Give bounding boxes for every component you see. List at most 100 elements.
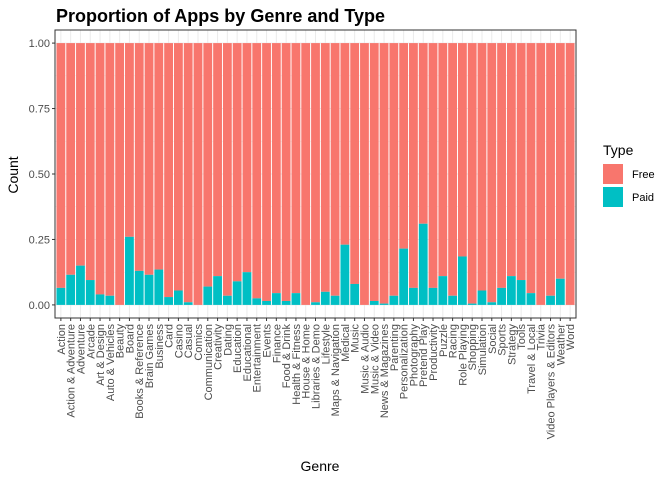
bar-free (291, 43, 301, 294)
y-axis-title: Count (5, 156, 21, 193)
bar-paid (399, 248, 409, 305)
bar-free (213, 43, 222, 277)
legend-title: Type (603, 142, 634, 158)
x-tick-label: Comics (193, 324, 205, 361)
x-tick-label: Social (487, 324, 499, 354)
x-tick-label: House & Home (301, 324, 313, 399)
x-tick-label: Shopping (467, 324, 479, 371)
x-tick-label: Parenting (389, 324, 401, 371)
x-tick-label: Racing (448, 324, 460, 358)
x-tick-label: Art & Design (95, 324, 107, 386)
x-tick-label: Board (124, 324, 136, 353)
bar-paid (222, 295, 232, 305)
x-tick-label: Casino (173, 324, 185, 358)
x-tick-label: Simulation (477, 324, 489, 375)
x-tick-label: Music & Audio (359, 324, 371, 394)
legend-label-paid: Paid (632, 192, 654, 204)
x-tick-label: Personalization (399, 324, 411, 399)
bar-free (164, 43, 174, 298)
chart-title: Proportion of Apps by Genre and Type (56, 6, 385, 26)
x-tick-label: Travel & Local (526, 324, 538, 394)
x-tick-label: Creativity (213, 324, 225, 370)
bar-free (565, 43, 575, 305)
x-tick-label: Casual (183, 324, 195, 358)
bar-free (350, 43, 360, 284)
bar-free (418, 43, 428, 224)
x-tick-label: Pretend Play (418, 324, 430, 387)
legend: Type Free Paid (603, 142, 655, 207)
bar-free (467, 43, 477, 304)
x-tick-label: Food & Drink (281, 324, 293, 389)
bar-paid (477, 290, 487, 305)
bar-free (125, 43, 134, 237)
bar-paid (467, 303, 477, 305)
x-tick-label: Strategy (506, 324, 518, 365)
bar-free (134, 43, 144, 271)
legend-key-paid (603, 187, 623, 207)
x-tick-label: Adventure (75, 324, 87, 374)
bar-paid (389, 295, 399, 305)
y-tick-label: 0.75 (29, 104, 50, 116)
bar-free (389, 43, 399, 296)
bar-free (222, 43, 232, 296)
bar-paid (232, 281, 242, 305)
x-tick-label: Music (350, 324, 362, 353)
bar-free (320, 43, 330, 292)
bar-free (477, 43, 487, 291)
bar-paid (85, 280, 95, 305)
x-tick-label: Events (262, 324, 274, 358)
bar-paid (506, 276, 516, 305)
bar-paid (213, 276, 222, 305)
x-tick-label: Word (565, 324, 577, 350)
x-tick-label: Video Players & Editors (546, 324, 558, 440)
bar-paid (95, 294, 105, 305)
x-tick-label: Maps & Navigation (330, 324, 342, 416)
bar-paid (271, 293, 281, 305)
legend-label-free: Free (632, 169, 655, 181)
bar-paid (242, 272, 252, 305)
bar-paid (164, 297, 174, 305)
x-tick-label: Auto & Vehicles (105, 324, 117, 402)
bar-paid (418, 223, 428, 305)
bar-free (144, 43, 154, 275)
bar-paid (76, 265, 85, 305)
bar-paid (281, 300, 291, 305)
bar-free (497, 43, 506, 288)
x-tick-label: Arcade (85, 324, 97, 359)
x-tick-label: Tools (516, 324, 528, 350)
bar-free (85, 43, 95, 281)
bar-paid (438, 276, 448, 305)
bar-paid (457, 256, 467, 305)
bar-paid (428, 287, 438, 305)
bar-free (66, 43, 76, 275)
x-axis-title: Genre (301, 458, 340, 474)
bar-free (281, 43, 291, 301)
bar-paid (369, 300, 379, 305)
x-tick-label: Brain Games (144, 324, 156, 389)
bar-free (262, 43, 271, 301)
bar-paid (173, 290, 183, 305)
x-tick-label: Health & Fitness (291, 324, 303, 405)
bar-paid (516, 280, 526, 305)
x-tick-label: Weather (555, 324, 567, 366)
bar-free (242, 43, 252, 273)
x-tick-label: Role Playing (457, 324, 469, 386)
x-tick-label: Libraries & Demo (311, 324, 323, 409)
x-tick-label: Trivia (536, 323, 548, 350)
bar-free (448, 43, 458, 296)
bar-free (399, 43, 409, 249)
bar-paid (203, 286, 213, 305)
y-tick-label: 0.00 (29, 300, 50, 312)
bar-free (311, 43, 320, 303)
y-tick-label: 1.00 (29, 38, 50, 50)
x-tick-label: Books & Reference (134, 324, 146, 419)
x-tick-label: Beauty (115, 324, 127, 359)
x-tick-label: Communication (203, 324, 215, 400)
x-tick-label: Educational (242, 324, 254, 382)
bar-free (369, 43, 379, 301)
bar-free (203, 43, 213, 287)
bar-paid (144, 274, 154, 305)
bar-paid (546, 295, 555, 305)
bar-free (516, 43, 526, 281)
